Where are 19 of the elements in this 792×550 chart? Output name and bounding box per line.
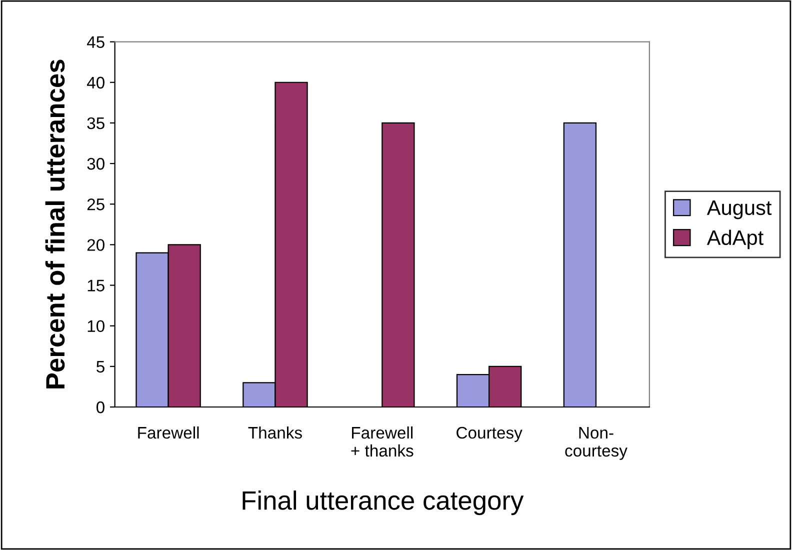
y-axis-title: Percent of final utterances [45,60,65,388]
x-tick-label: Courtesy [456,426,522,442]
x-axis-title: Final utterance category [242,490,524,516]
y-tick-label: 30 [87,158,104,170]
y-tick-label: 10 [88,320,104,332]
y-tick-label: 25 [87,198,104,210]
legend-label: August [706,200,772,220]
y-tick-label: 15 [88,280,104,292]
legend-label: AdApt [706,230,764,250]
x-tick-label: Farewell [138,426,199,439]
y-tick-label: 40 [86,76,104,89]
x-tick-label: Thanks [248,426,302,439]
y-tick-label: 35 [87,117,104,130]
x-tick-label: Farewell + thanks [351,426,414,457]
y-tick-label: 0 [96,401,104,414]
y-tick-label: 45 [86,36,104,48]
x-tick-label: Non- courtesy [565,427,628,460]
y-tick-label: 5 [96,360,104,373]
y-tick-label: 20 [87,239,104,251]
